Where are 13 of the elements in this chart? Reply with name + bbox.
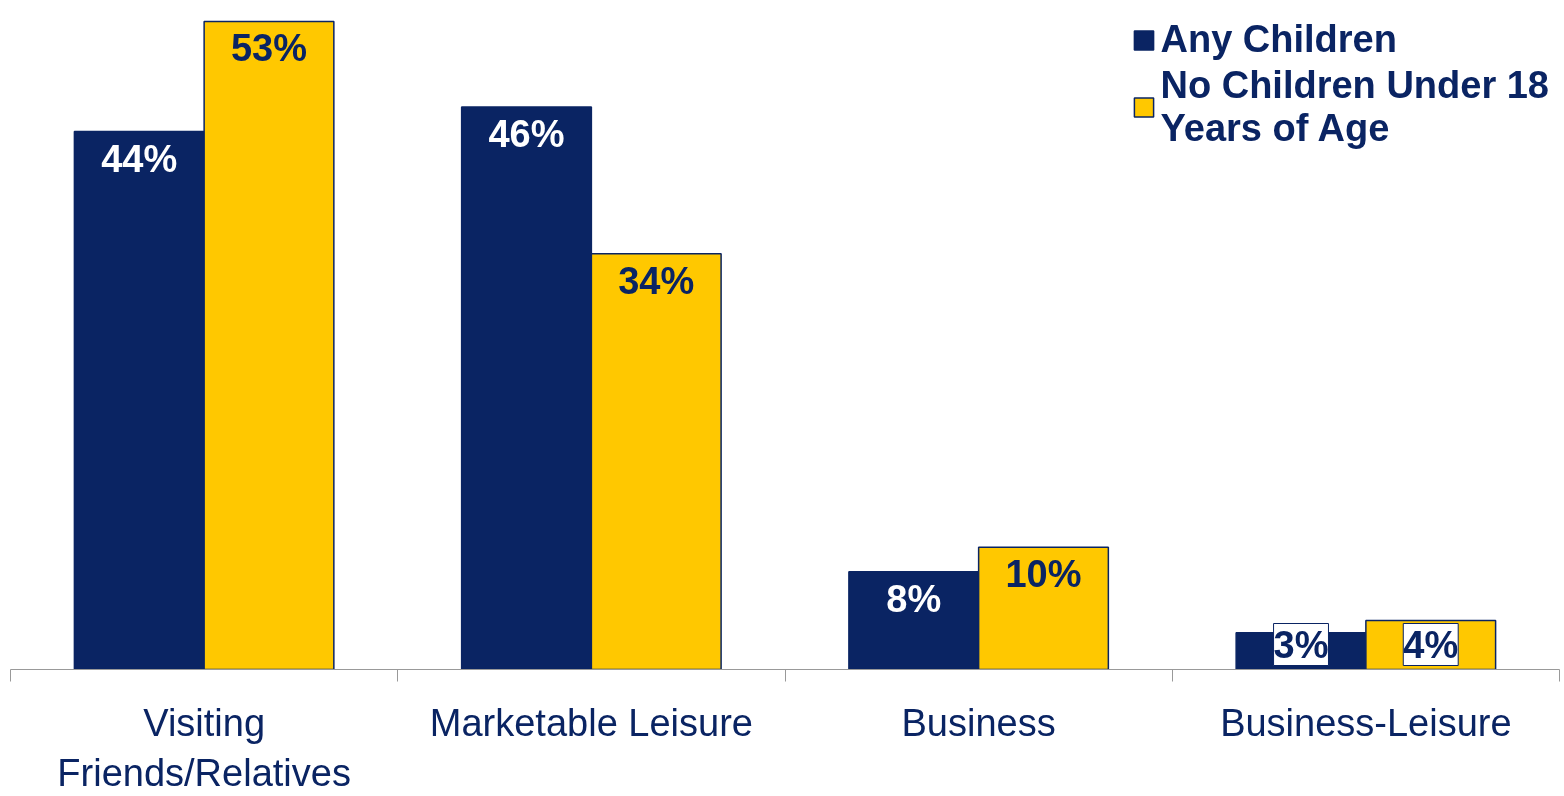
- legend-label: Any Children: [1160, 18, 1397, 61]
- x-tick-label: Marketable Leisure: [429, 701, 753, 744]
- data-label: 10%: [1005, 553, 1082, 596]
- data-label: 8%: [886, 577, 942, 620]
- data-label: 44%: [101, 137, 178, 180]
- legend-label: No Children Under 18 Years of Age: [1160, 64, 1549, 150]
- x-tick-label: Business-Leisure: [1220, 701, 1512, 744]
- data-label: 46%: [488, 113, 565, 156]
- data-label: 3%: [1273, 623, 1329, 666]
- data-label: 34%: [618, 259, 695, 302]
- x-tick-label: Visiting Friends/Relatives: [57, 701, 351, 794]
- data-label: 53%: [230, 27, 308, 70]
- x-tick-label: Business: [901, 701, 1056, 744]
